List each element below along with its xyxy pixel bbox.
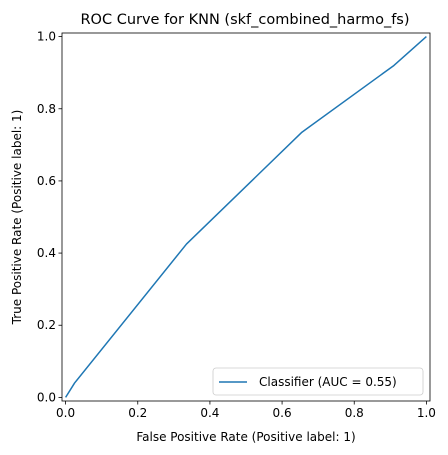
chart-title: ROC Curve for KNN (skf_combined_harmo_fs…: [80, 12, 409, 28]
x-axis-ticks: 0.0 0.2 0.4 0.6 0.8 1.0: [56, 401, 436, 420]
x-tick-label: 0.2: [128, 406, 147, 420]
legend-box: [212, 367, 424, 396]
y-axis-ticks: 0.0 0.2 0.4 0.6 0.8 1.0: [37, 30, 62, 404]
y-tick-label: 1.0: [37, 30, 56, 44]
x-tick-label: 0.4: [200, 406, 219, 420]
y-axis-label: True Positive Rate (Positive label: 1): [10, 110, 24, 326]
y-tick-label: 0.0: [37, 390, 56, 404]
x-tick-label: 0.6: [273, 406, 292, 420]
legend: Classifier (AUC = 0.55): [212, 367, 424, 396]
legend-label: Classifier (AUC = 0.55): [259, 375, 397, 389]
x-tick-label: 0.0: [56, 406, 75, 420]
series-line-0: [64, 36, 427, 398]
x-tick-label: 0.8: [345, 406, 364, 420]
x-tick-label: 1.0: [417, 406, 436, 420]
axes-frame: [61, 32, 431, 402]
x-axis-label: False Positive Rate (Positive label: 1): [136, 430, 355, 444]
y-tick-label: 0.4: [37, 246, 56, 260]
plot-content: [64, 36, 427, 398]
y-tick-label: 0.8: [37, 102, 56, 116]
y-tick-label: 0.6: [37, 174, 56, 188]
y-tick-label: 0.2: [37, 318, 56, 332]
